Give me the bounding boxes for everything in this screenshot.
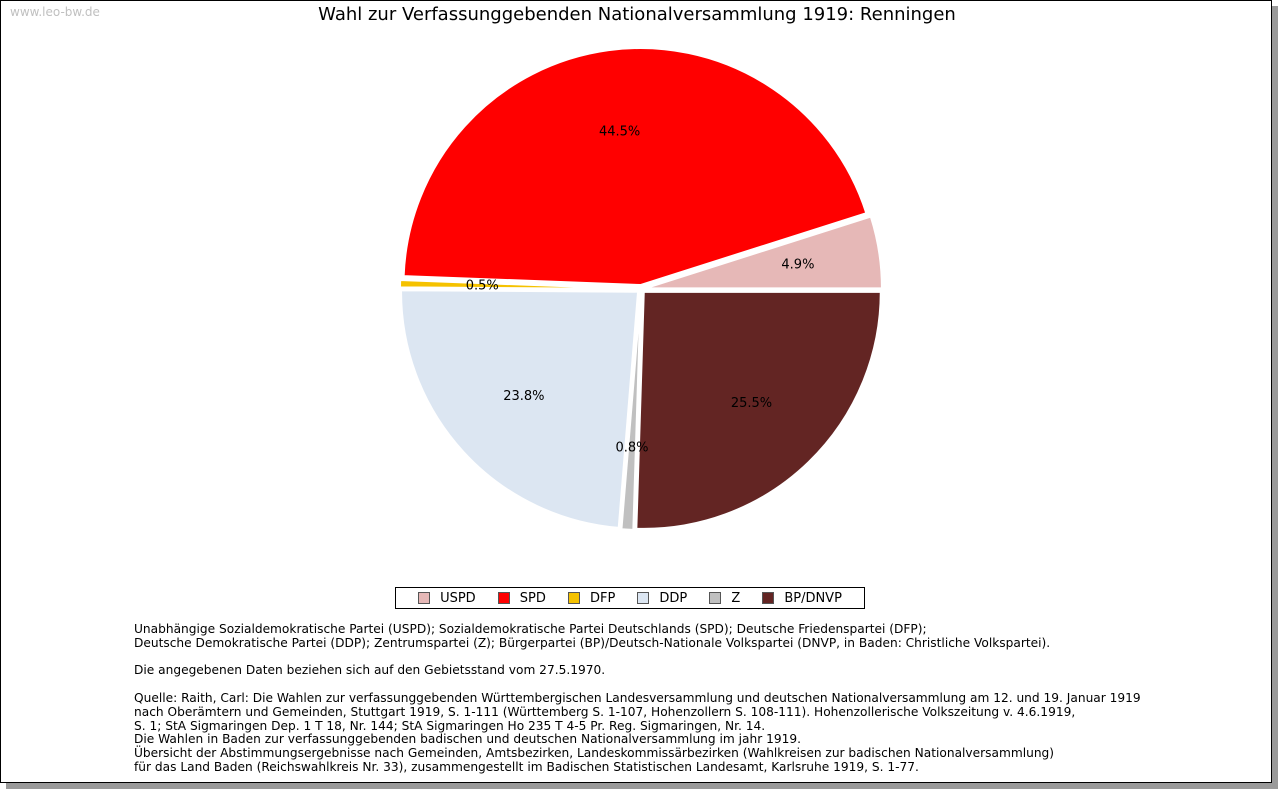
note-line: Übersicht der Abstimmungsergebnisse nach… bbox=[134, 746, 1055, 761]
legend-swatch bbox=[567, 592, 580, 604]
legend-item-dfp: DFP bbox=[567, 590, 616, 606]
legend-label: SPD bbox=[519, 590, 546, 606]
pie-slice-z bbox=[620, 292, 642, 531]
note-line: nach Oberämtern und Gemeinden, Stuttgart… bbox=[134, 704, 1076, 719]
chart-title: Wahl zur Verfassunggebenden Nationalvers… bbox=[318, 4, 956, 25]
slice-label-bp-dnvp: 25.5% bbox=[731, 396, 772, 411]
note-line: Unabhängige Sozialdemokratische Partei (… bbox=[134, 622, 927, 636]
legend-swatch bbox=[637, 592, 650, 604]
legend-label: BP/DNVP bbox=[784, 590, 842, 606]
slice-label-z: 0.8% bbox=[616, 441, 649, 456]
note-line: Die Wahlen in Baden zur verfassunggebend… bbox=[134, 732, 801, 747]
legend-item-bp-dnvp: BP/DNVP bbox=[762, 591, 842, 606]
legend-item-z: Z bbox=[709, 591, 740, 606]
legend-swatch bbox=[418, 592, 431, 604]
slice-label-dfp: 0.5% bbox=[466, 279, 499, 294]
note-line: S. 1; StA Sigmaringen Dep. 1 T 18, Nr. 1… bbox=[134, 718, 766, 733]
pie-slice-bp-dnvp bbox=[635, 290, 882, 530]
legend-label: DFP bbox=[589, 590, 616, 606]
pie-slice-uspd bbox=[644, 215, 883, 290]
chart-legend: USPD SPD DFP DDP Z BP/DNVP bbox=[395, 587, 865, 609]
legend-swatch bbox=[709, 592, 722, 604]
note-line: für das Land Baden (Reichswahlkreis Nr. … bbox=[134, 759, 919, 774]
note-line: Quelle: Raith, Carl: Die Wahlen zur verf… bbox=[134, 690, 1141, 705]
slice-label-uspd: 4.9% bbox=[781, 258, 814, 273]
legend-label: USPD bbox=[440, 590, 476, 606]
pie-slice-ddp bbox=[400, 289, 640, 529]
legend-label: Z bbox=[731, 590, 741, 606]
legend-item-spd: SPD bbox=[497, 590, 546, 606]
legend-swatch bbox=[497, 592, 510, 604]
note-line: Die angegebenen Daten beziehen sich auf … bbox=[134, 663, 606, 678]
legend-item-uspd: USPD bbox=[418, 591, 476, 606]
pie-slice-dfp bbox=[398, 278, 638, 290]
note-line: Deutsche Demokratische Partei (DDP); Zen… bbox=[134, 635, 1051, 650]
note-line bbox=[134, 651, 1141, 665]
legend-swatch bbox=[762, 592, 775, 604]
pie-chart: 4.9% 44.5% 0.5% 23.8% 0.8% 25.5% bbox=[398, 47, 883, 531]
note-line bbox=[134, 678, 1141, 692]
legend-label: DDP bbox=[659, 590, 688, 606]
legend-item-ddp: DDP bbox=[637, 591, 687, 606]
source-notes: Unabhängige Sozialdemokratische Partei (… bbox=[134, 622, 1141, 775]
slice-label-spd: 44.5% bbox=[599, 125, 640, 140]
slice-label-ddp: 23.8% bbox=[503, 389, 544, 404]
watermark: www.leo-bw.de bbox=[10, 5, 100, 19]
pie-slice-spd bbox=[402, 47, 868, 287]
